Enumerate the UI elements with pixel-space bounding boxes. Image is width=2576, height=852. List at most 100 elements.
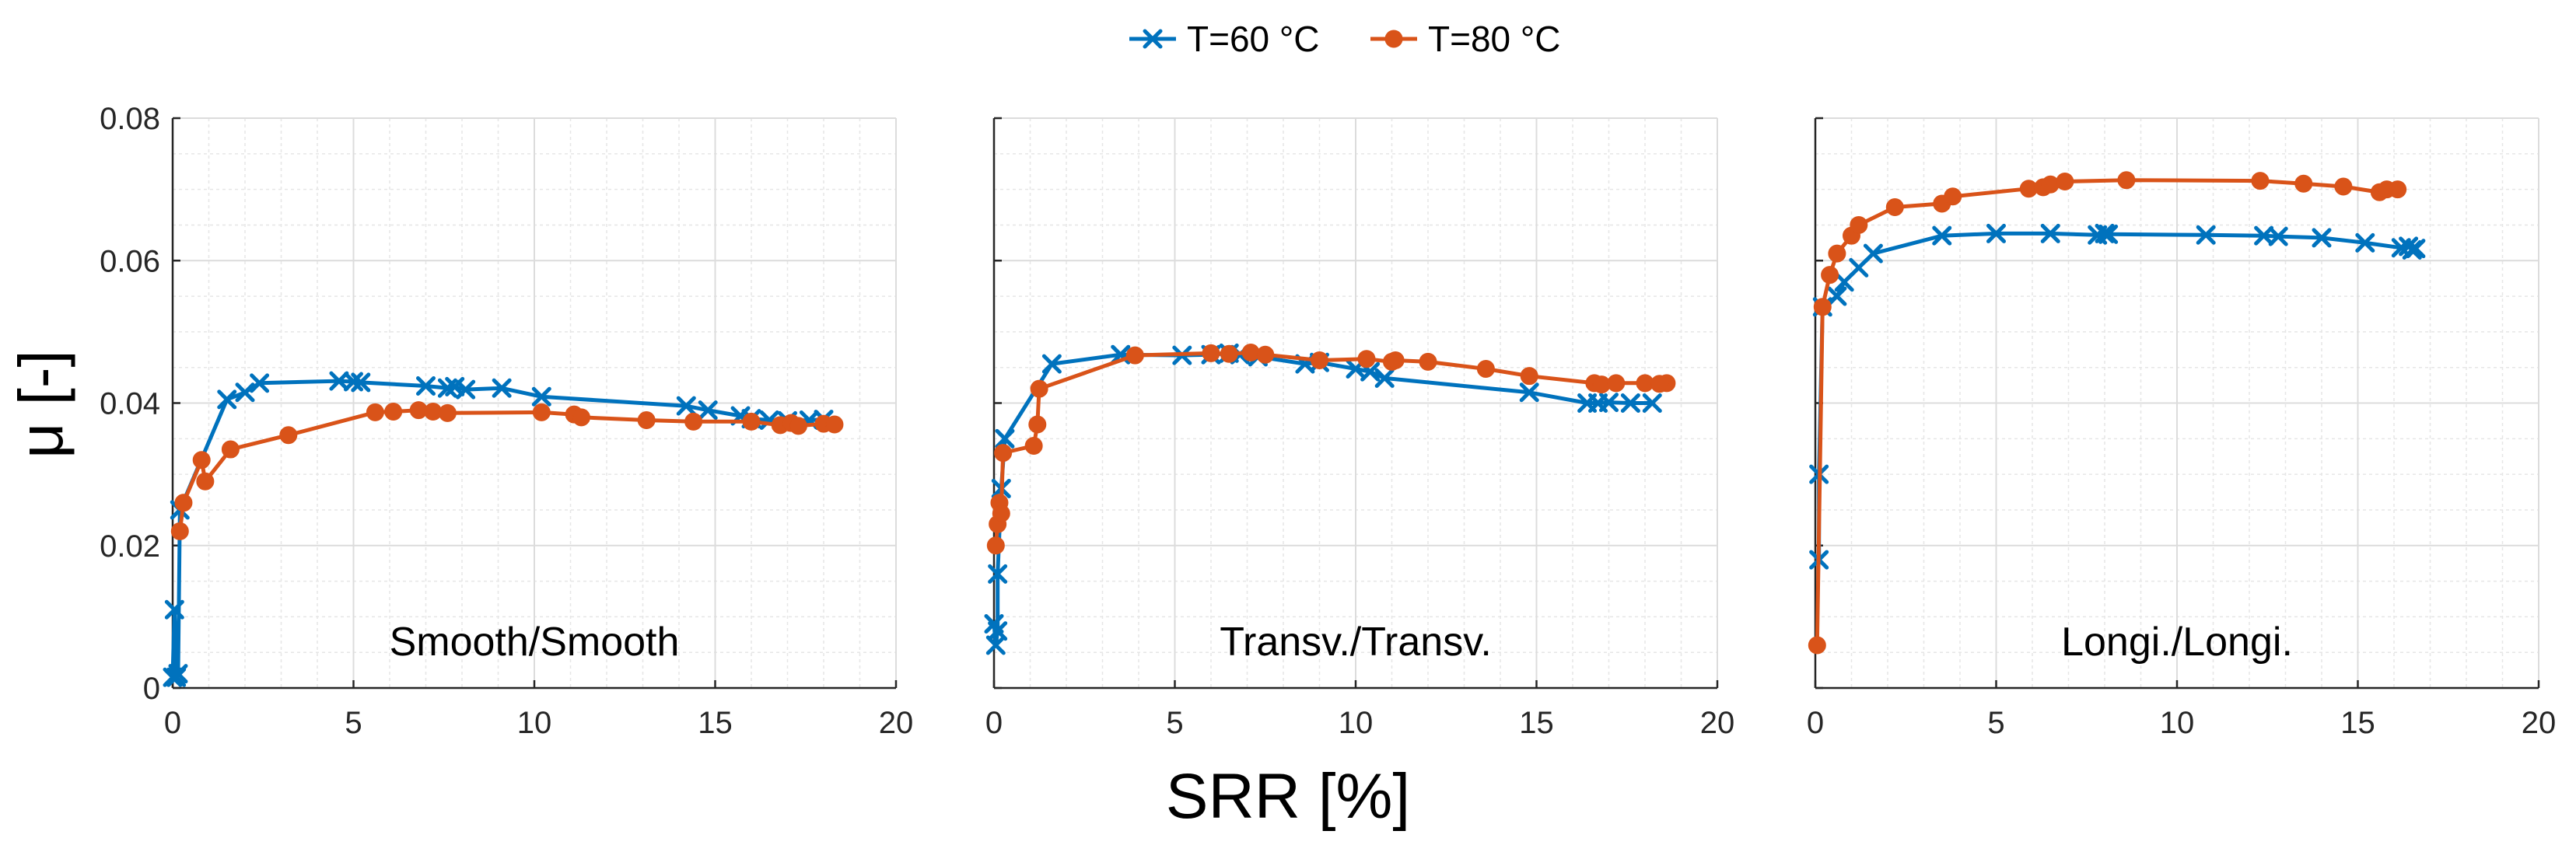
data-point <box>2294 174 2313 193</box>
data-point <box>2254 225 2274 246</box>
data-point <box>170 522 189 540</box>
panel-title: Transv./Transv. <box>1220 620 1492 665</box>
data-point <box>2251 172 2270 190</box>
data-point <box>217 389 237 410</box>
panel-2: 0 5 10 15 20 Transv./Transv. <box>984 117 1735 740</box>
legend: T=60 °C T=80 °C <box>1129 19 1561 59</box>
data-point <box>1519 382 1539 403</box>
x-tick-label: 0 <box>1807 706 1824 740</box>
series-80c <box>986 343 1676 555</box>
data-point <box>1024 436 1043 455</box>
data-point <box>1311 351 1328 370</box>
data-point <box>637 410 656 429</box>
data-point <box>1808 636 1826 655</box>
data-point <box>1944 187 1962 206</box>
data-point <box>416 376 436 396</box>
x-tick-label: 15 <box>2340 706 2375 740</box>
data-point <box>2098 224 2119 244</box>
x-tick-label: 10 <box>517 706 552 740</box>
data-point <box>1220 344 1238 363</box>
series-60c <box>984 343 1662 655</box>
data-point <box>1386 351 1405 370</box>
data-point <box>1374 368 1395 388</box>
data-point <box>492 378 512 398</box>
data-point <box>684 412 703 431</box>
data-point <box>1986 223 2006 243</box>
series-line <box>177 408 835 532</box>
data-point <box>698 400 718 421</box>
data-point <box>2196 225 2216 245</box>
data-point <box>1813 298 1832 316</box>
panels: 0 5 10 15 20 0 0.02 0.04 0.06 0.08 Smooth/Smooth 0 5… <box>100 102 2556 740</box>
panel-title: Longi./Longi. <box>2061 620 2293 665</box>
data-point <box>1125 346 1144 365</box>
data-point <box>164 599 184 620</box>
y-tick-label: 0.04 <box>100 387 160 421</box>
data-point <box>196 472 215 491</box>
series-line <box>1817 231 2417 560</box>
data-point <box>986 536 1005 555</box>
data-point <box>456 379 476 400</box>
x-tick-label: 5 <box>345 706 362 740</box>
data-point <box>2389 180 2407 199</box>
data-point <box>168 664 188 684</box>
x-tick-label: 0 <box>985 706 1003 740</box>
data-point <box>2040 223 2060 243</box>
data-point <box>2056 173 2074 191</box>
series-line <box>993 350 1669 546</box>
data-point <box>1028 415 1047 434</box>
legend-marker <box>1143 29 1163 49</box>
series-line <box>1815 178 2398 646</box>
data-point <box>995 428 1015 449</box>
data-point <box>351 372 371 393</box>
y-tick-label: 0.08 <box>100 102 160 136</box>
y-tick-label: 0.02 <box>100 529 160 564</box>
data-point <box>1030 379 1048 398</box>
series-line <box>992 351 1653 648</box>
data-point <box>988 621 1008 641</box>
data-point <box>1932 225 1952 246</box>
data-point <box>572 408 590 427</box>
data-point <box>532 403 551 421</box>
data-point <box>366 403 384 421</box>
x-tick-label: 20 <box>1700 706 1735 740</box>
x-tick-label: 10 <box>2160 706 2195 740</box>
data-point <box>1885 198 1904 217</box>
data-point <box>2312 228 2332 248</box>
x-tick-label: 15 <box>1519 706 1554 740</box>
panel-3: 0 5 10 15 20 Longi./Longi. <box>1807 117 2557 740</box>
data-point <box>676 396 696 416</box>
data-point <box>1850 215 1868 234</box>
panel-title: Smooth/Smooth <box>390 620 680 665</box>
x-tick-label: 20 <box>2522 706 2557 740</box>
legend-label: T=80 °C <box>1428 19 1561 59</box>
legend-marker <box>1384 30 1403 48</box>
data-point <box>1520 367 1538 386</box>
series-60c <box>1809 223 2426 570</box>
legend-label: T=60 °C <box>1187 19 1320 59</box>
data-point <box>250 373 270 393</box>
y-tick-label: 0.06 <box>100 244 160 278</box>
data-point <box>1620 393 1640 413</box>
data-point <box>992 505 1010 523</box>
data-point <box>1650 375 1669 393</box>
data-point <box>329 371 349 391</box>
data-point <box>1607 374 1626 393</box>
data-point <box>235 382 255 403</box>
x-tick-label: 5 <box>1987 706 2004 740</box>
y-axis-label: μ [-] <box>6 350 75 458</box>
data-point <box>2334 177 2353 196</box>
data-point <box>384 402 403 421</box>
data-point <box>1357 350 1376 368</box>
series-80c <box>1808 171 2407 655</box>
data-point <box>1834 272 1854 292</box>
data-point <box>789 417 807 435</box>
data-point <box>1863 243 1883 264</box>
data-point <box>174 494 193 512</box>
x-tick-label: 10 <box>1339 706 1374 740</box>
legend-entry: T=60 °C <box>1129 19 1320 59</box>
data-point <box>1041 354 1062 374</box>
data-point <box>1642 393 1662 413</box>
data-point <box>2355 232 2375 253</box>
